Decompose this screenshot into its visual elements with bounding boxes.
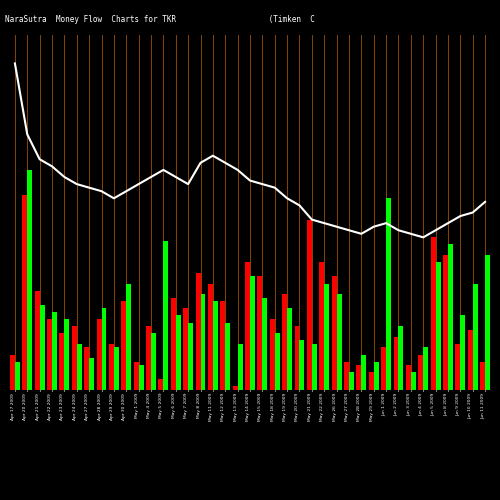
Bar [146,326,151,390]
Bar [238,344,242,390]
Bar [270,319,274,390]
Bar [84,348,89,390]
Bar [294,326,300,390]
Bar [300,340,304,390]
Bar [245,262,250,390]
Bar [430,238,436,390]
Bar [456,344,460,390]
Bar [418,354,423,390]
Bar [472,284,478,390]
Bar [64,319,70,390]
Bar [332,276,336,390]
Bar [374,362,378,390]
Bar [468,330,472,390]
Text: NaraSutra  Money Flow  Charts for TKR                    (Timken  C             : NaraSutra Money Flow Charts for TKR (Tim… [5,15,500,24]
Bar [369,372,374,390]
Bar [423,348,428,390]
Bar [52,312,57,390]
Bar [109,344,114,390]
Bar [262,298,268,390]
Bar [485,255,490,390]
Bar [282,294,287,390]
Bar [208,284,213,390]
Bar [102,308,106,390]
Bar [138,365,143,390]
Bar [349,372,354,390]
Bar [77,344,82,390]
Bar [386,198,391,390]
Bar [307,220,312,390]
Bar [312,344,317,390]
Bar [200,294,205,390]
Bar [324,284,329,390]
Bar [114,348,119,390]
Bar [72,326,77,390]
Bar [362,354,366,390]
Bar [22,194,28,390]
Bar [220,301,226,390]
Bar [226,322,230,390]
Bar [287,308,292,390]
Bar [47,319,52,390]
Bar [381,348,386,390]
Bar [158,380,164,390]
Bar [460,316,466,390]
Bar [164,241,168,390]
Bar [448,244,453,390]
Bar [443,255,448,390]
Bar [60,333,64,390]
Bar [10,354,15,390]
Bar [196,273,200,390]
Bar [411,372,416,390]
Bar [320,262,324,390]
Bar [176,316,180,390]
Bar [151,333,156,390]
Bar [274,333,280,390]
Bar [40,305,44,390]
Bar [480,362,485,390]
Bar [398,326,404,390]
Bar [188,322,193,390]
Bar [250,276,255,390]
Bar [28,170,32,390]
Bar [96,319,102,390]
Bar [406,365,411,390]
Bar [89,358,94,390]
Bar [134,362,138,390]
Bar [232,386,237,390]
Bar [122,301,126,390]
Bar [183,308,188,390]
Bar [258,276,262,390]
Bar [394,337,398,390]
Bar [336,294,342,390]
Bar [171,298,176,390]
Bar [344,362,349,390]
Bar [213,301,218,390]
Bar [126,284,131,390]
Bar [15,362,20,390]
Bar [356,365,362,390]
Bar [34,290,40,390]
Bar [436,262,440,390]
